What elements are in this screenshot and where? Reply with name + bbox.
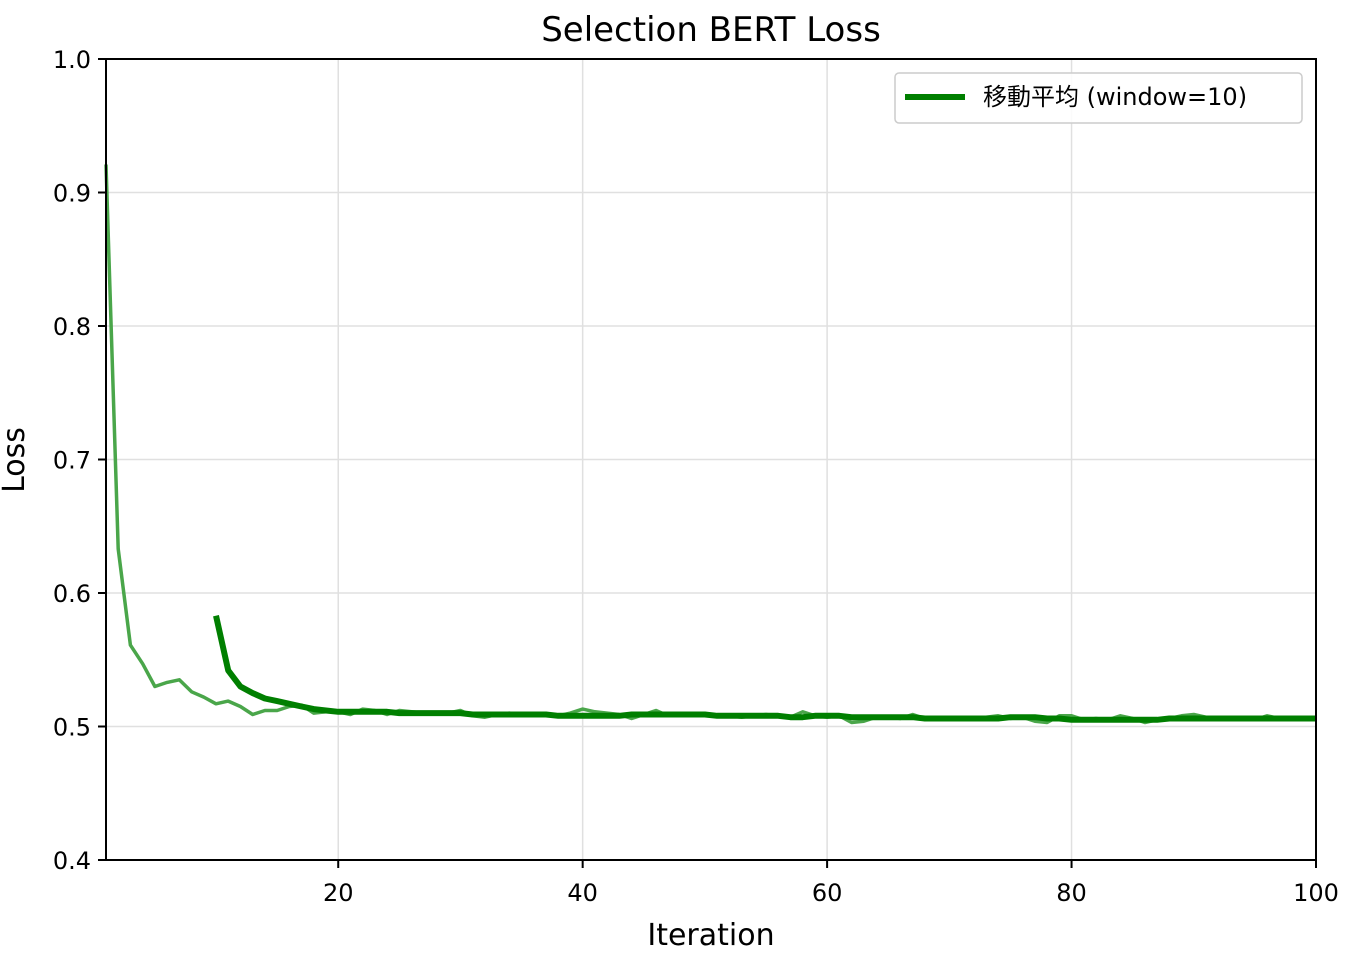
moving-average-series — [213, 615, 1316, 723]
x-tick-label-2: 60 — [812, 879, 843, 907]
x-axis-label: Iteration — [647, 918, 774, 953]
y-axis-label: Loss — [0, 427, 32, 493]
legend-label-moving-average: 移動平均 (window=10) — [983, 83, 1247, 111]
y-tick-label-1: 0.5 — [53, 714, 91, 742]
x-tick-label-1: 40 — [567, 879, 598, 907]
y-tick-label-4: 0.8 — [53, 313, 91, 341]
legend-box — [894, 72, 1303, 124]
y-tick-label-0: 0.4 — [53, 847, 91, 875]
legend: 移動平均 (window=10) — [894, 72, 1303, 124]
y-tick-label-5: 0.9 — [53, 180, 91, 208]
x-axis-ticks: 20 40 60 80 100 — [323, 860, 1339, 907]
x-tick-label-4: 100 — [1293, 879, 1339, 907]
moving-average-line — [213, 615, 1316, 723]
y-tick-label-2: 0.6 — [53, 580, 91, 608]
x-tick-label-0: 20 — [323, 879, 354, 907]
y-tick-label-3: 0.7 — [53, 447, 91, 475]
y-axis-ticks: 0.4 0.5 0.6 0.7 0.8 0.9 1.0 — [53, 46, 106, 875]
y-tick-label-6: 1.0 — [53, 46, 91, 74]
x-tick-label-3: 80 — [1056, 879, 1087, 907]
chart-title: Selection BERT Loss — [541, 10, 881, 50]
